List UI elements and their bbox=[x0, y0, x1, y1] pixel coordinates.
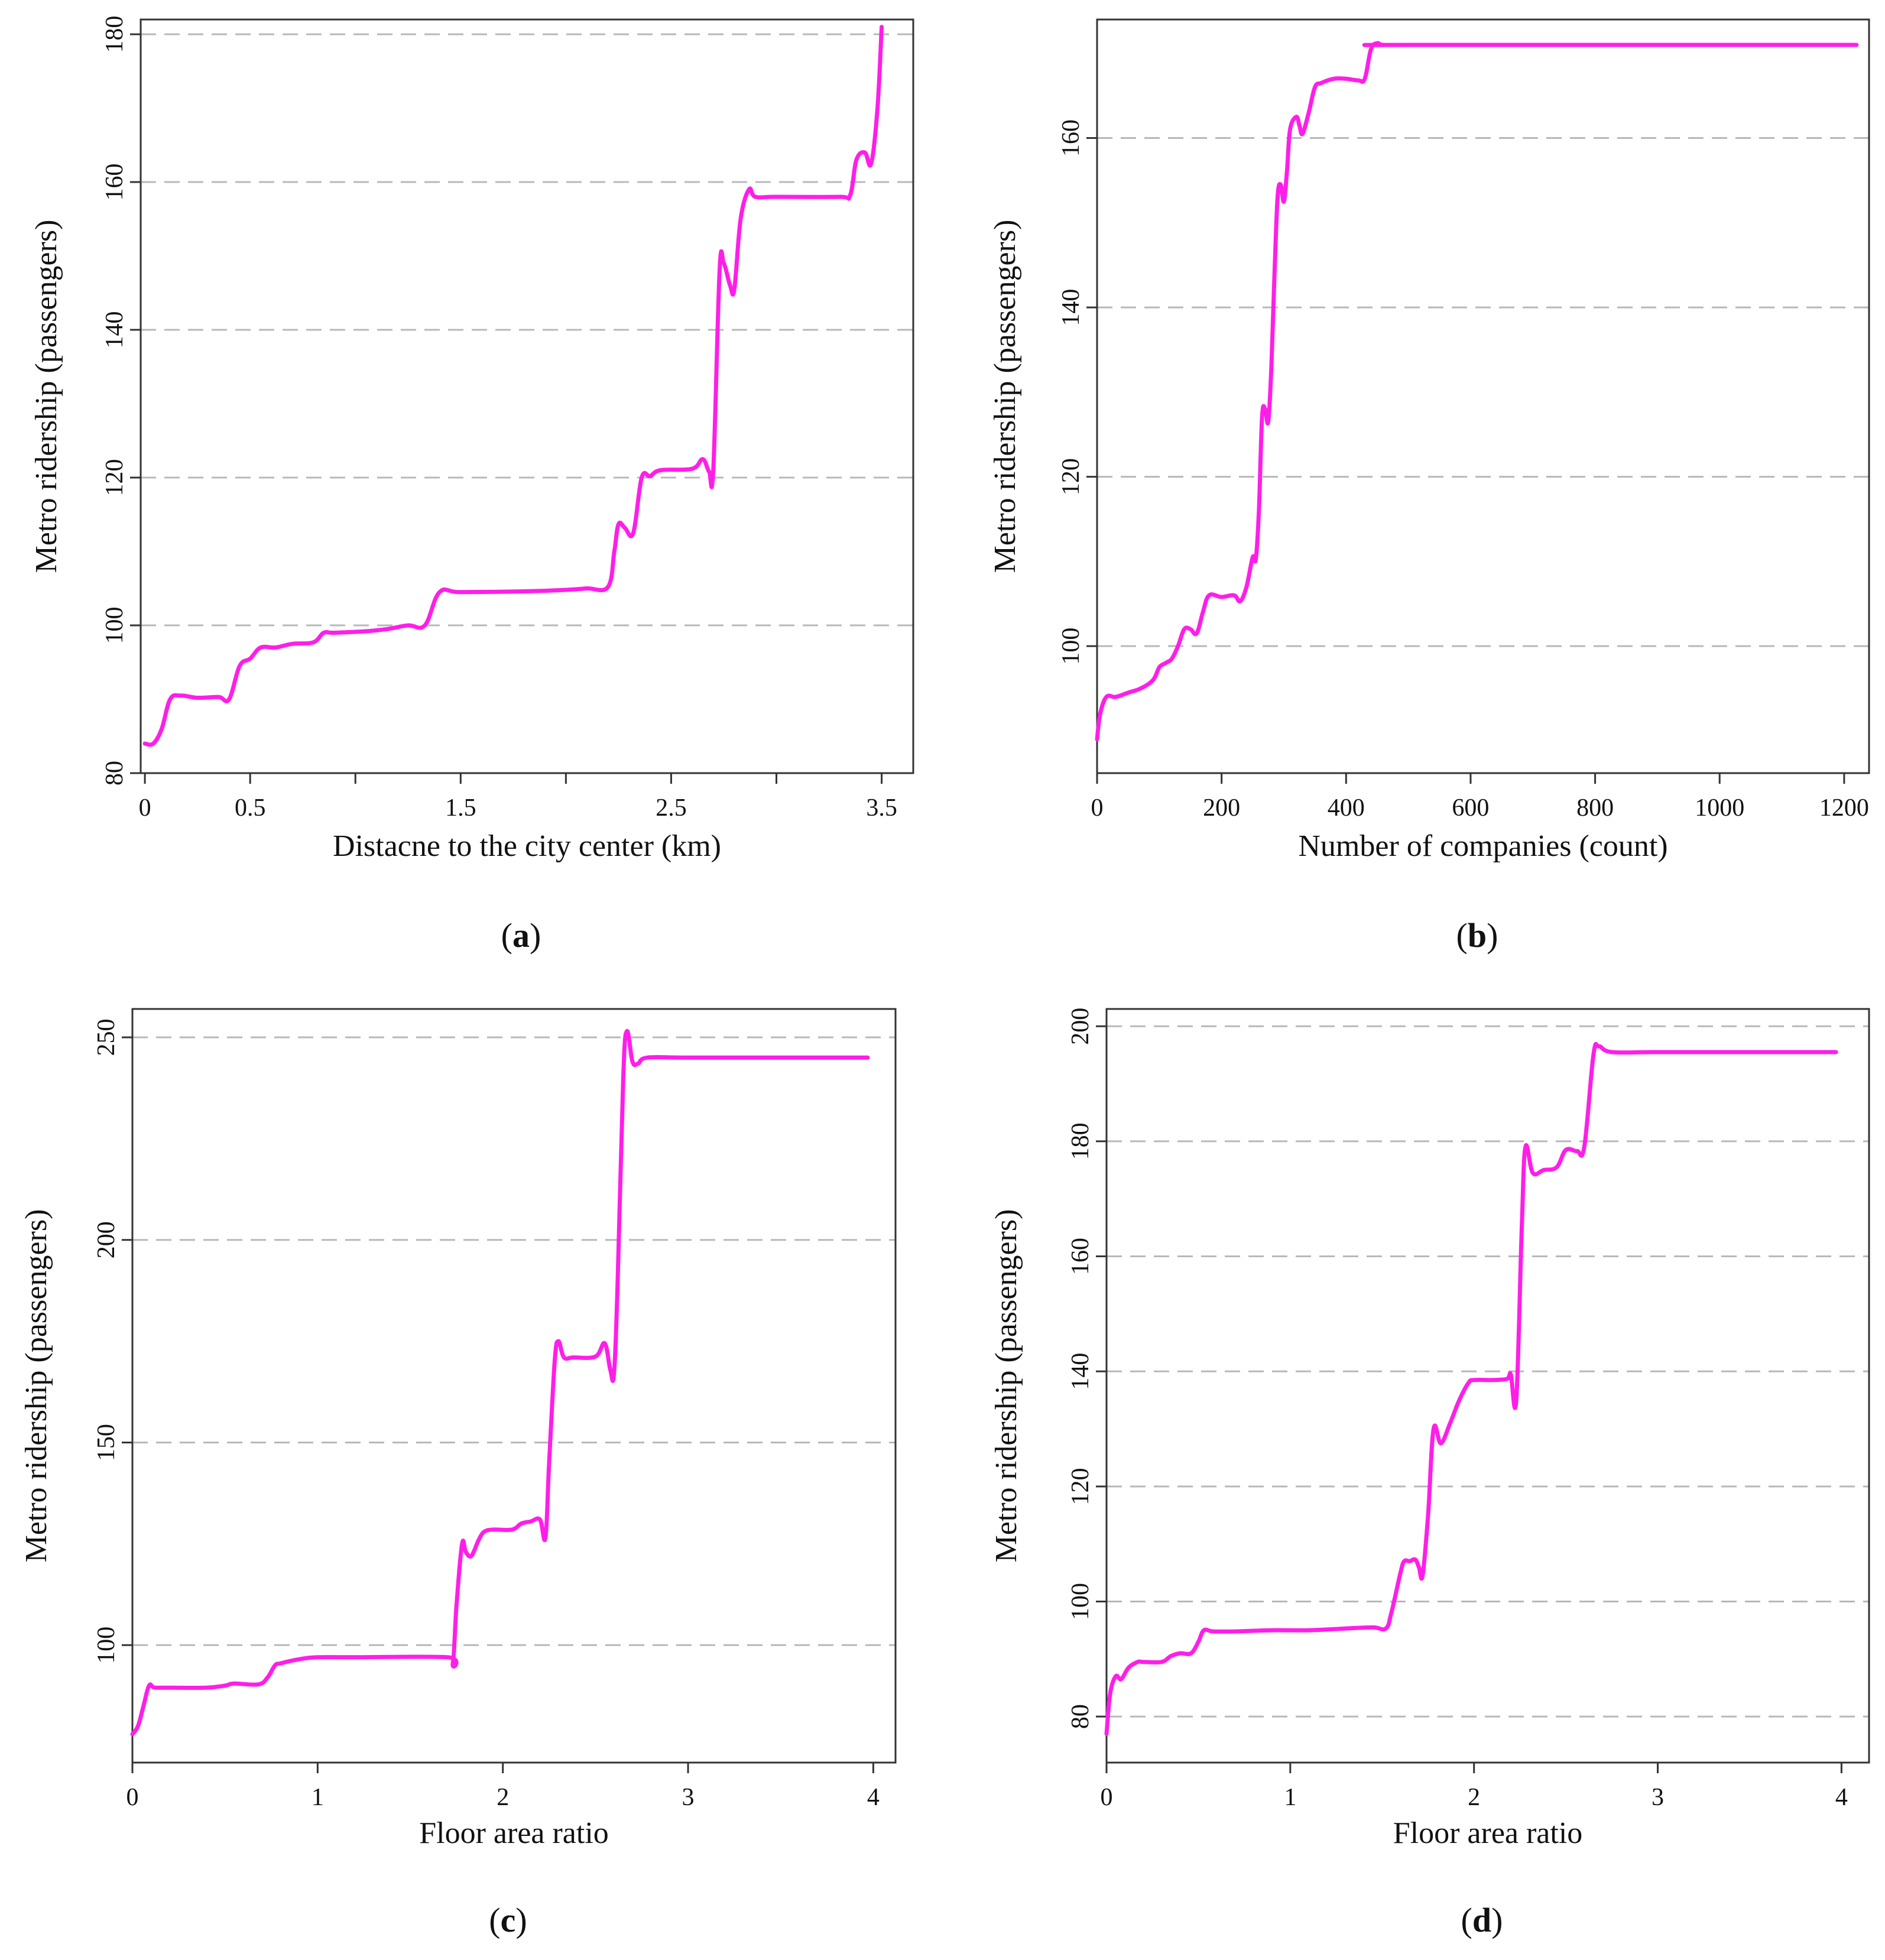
x-tick-label-c-2: 2 bbox=[497, 1784, 509, 1811]
y-axis-label-c: Metro ridership (passengers) bbox=[20, 1209, 53, 1563]
panel-c-floor-area-ratio: 0 1 2 3 4 100 150 200 250 Floor area ratio Metro r… bbox=[0, 980, 942, 1960]
x-tick-label-a-0: 0 bbox=[139, 794, 151, 822]
series-line-a-0 bbox=[142, 25, 884, 747]
y-tick-label-b-0: 100 bbox=[1057, 628, 1085, 665]
panel-caption-letter-d: d bbox=[1472, 1901, 1491, 1939]
y-tick-label-d-1: 100 bbox=[1067, 1583, 1094, 1620]
y-axis-label-a: Metro ridership (passengers) bbox=[30, 220, 63, 573]
plot-frame-a bbox=[139, 18, 914, 774]
x-tick-label-b-2: 400 bbox=[1328, 794, 1365, 822]
panel-caption-b: (b) bbox=[1456, 916, 1498, 955]
x-tick-label-d-3: 3 bbox=[1652, 1784, 1664, 1811]
x-tick-label-b-1: 200 bbox=[1203, 794, 1240, 822]
series-line-b-0 bbox=[1095, 41, 1859, 742]
panel-a-distance: 0 0.5 1.5 2.5 3.5 80 100 120 140 160 180 Distacne t… bbox=[0, 0, 942, 980]
y-tick-label-c-3: 250 bbox=[93, 1018, 120, 1056]
x-tick-label-c-1: 1 bbox=[312, 1784, 324, 1811]
chart-c-svg: 0 1 2 3 4 100 150 200 250 Floor area ratio Metro r… bbox=[20, 1008, 897, 1939]
y-tick-label-a-5: 180 bbox=[101, 16, 128, 53]
x-tick-label-a-7: 3.5 bbox=[866, 794, 897, 822]
x-tick-label-a-5: 2.5 bbox=[656, 794, 687, 822]
y-tick-label-a-0: 80 bbox=[101, 761, 128, 786]
plot-frame-d bbox=[1105, 1008, 1870, 1764]
y-tick-label-d-6: 200 bbox=[1067, 1008, 1094, 1045]
panel-caption-letter-b: b bbox=[1468, 916, 1487, 955]
series-line-c-0 bbox=[130, 1029, 870, 1737]
panel-caption-letter-c: c bbox=[501, 1901, 516, 1939]
plot-frame-b bbox=[1096, 18, 1870, 774]
y-tick-label-d-3: 140 bbox=[1067, 1353, 1094, 1390]
y-tick-label-c-1: 150 bbox=[93, 1424, 120, 1461]
y-axis-label-b: Metro ridership (passengers) bbox=[988, 220, 1022, 573]
panel-b-companies: 0 200 400 600 800 1000 1200 100 120 140 160 Number … bbox=[942, 0, 1885, 980]
x-tick-label-c-4: 4 bbox=[867, 1784, 880, 1811]
chart-d-svg: 0 1 2 3 4 80 100 120 140 160 180 200 Floor area rati… bbox=[989, 1008, 1870, 1939]
chart-b-svg: 0 200 400 600 800 1000 1200 100 120 140 160 Number … bbox=[988, 18, 1870, 955]
x-tick-label-d-2: 2 bbox=[1468, 1784, 1480, 1811]
x-tick-label-b-3: 600 bbox=[1452, 794, 1489, 822]
x-axis-label-b: Number of companies (count) bbox=[1298, 829, 1667, 863]
y-tick-label-a-4: 160 bbox=[101, 164, 128, 201]
x-tick-label-b-5: 1000 bbox=[1695, 794, 1744, 822]
y-tick-label-d-4: 160 bbox=[1067, 1238, 1094, 1275]
panel-caption-letter-a: a bbox=[512, 916, 530, 955]
y-tick-label-c-0: 100 bbox=[93, 1627, 120, 1664]
x-axis-label-d: Floor area ratio bbox=[1393, 1816, 1583, 1850]
x-tick-label-d-0: 0 bbox=[1101, 1784, 1113, 1811]
x-axis-label-c: Floor area ratio bbox=[419, 1816, 609, 1850]
y-tick-label-b-2: 140 bbox=[1057, 289, 1085, 326]
x-tick-label-c-3: 3 bbox=[682, 1784, 695, 1811]
y-tick-label-d-5: 180 bbox=[1067, 1122, 1094, 1160]
x-tick-label-d-4: 4 bbox=[1835, 1784, 1848, 1811]
y-tick-label-c-2: 200 bbox=[93, 1221, 120, 1258]
panel-caption-d: (d) bbox=[1461, 1901, 1503, 1939]
panel-d-floor-area-ratio: 0 1 2 3 4 80 100 120 140 160 180 200 Floor area rati… bbox=[942, 980, 1885, 1960]
x-tick-label-a-3: 1.5 bbox=[445, 794, 476, 822]
y-tick-label-a-2: 120 bbox=[101, 459, 128, 497]
x-axis-label-a: Distacne to the city center (km) bbox=[333, 829, 721, 863]
x-tick-label-b-0: 0 bbox=[1091, 794, 1104, 822]
y-tick-label-a-1: 100 bbox=[101, 607, 128, 644]
x-tick-label-a-1: 0.5 bbox=[235, 794, 266, 822]
y-axis-label-d: Metro ridership (passengers) bbox=[989, 1209, 1023, 1563]
x-tick-label-b-4: 800 bbox=[1576, 794, 1614, 822]
chart-a-svg: 0 0.5 1.5 2.5 3.5 80 100 120 140 160 180 Distacne t… bbox=[30, 16, 914, 955]
x-tick-label-b-6: 1200 bbox=[1819, 794, 1869, 822]
y-tick-label-b-3: 160 bbox=[1057, 119, 1085, 157]
plot-frame-c bbox=[131, 1008, 897, 1764]
y-tick-label-b-1: 120 bbox=[1057, 458, 1085, 495]
y-tick-label-a-3: 140 bbox=[101, 311, 128, 349]
panel-caption-c: (c) bbox=[489, 1901, 527, 1939]
x-tick-label-d-1: 1 bbox=[1284, 1784, 1296, 1811]
y-tick-label-d-0: 80 bbox=[1067, 1704, 1094, 1729]
x-tick-label-c-0: 0 bbox=[126, 1784, 139, 1811]
series-line-d-0 bbox=[1104, 1041, 1838, 1736]
y-tick-label-d-2: 120 bbox=[1067, 1468, 1094, 1505]
panel-caption-a: (a) bbox=[501, 916, 541, 955]
